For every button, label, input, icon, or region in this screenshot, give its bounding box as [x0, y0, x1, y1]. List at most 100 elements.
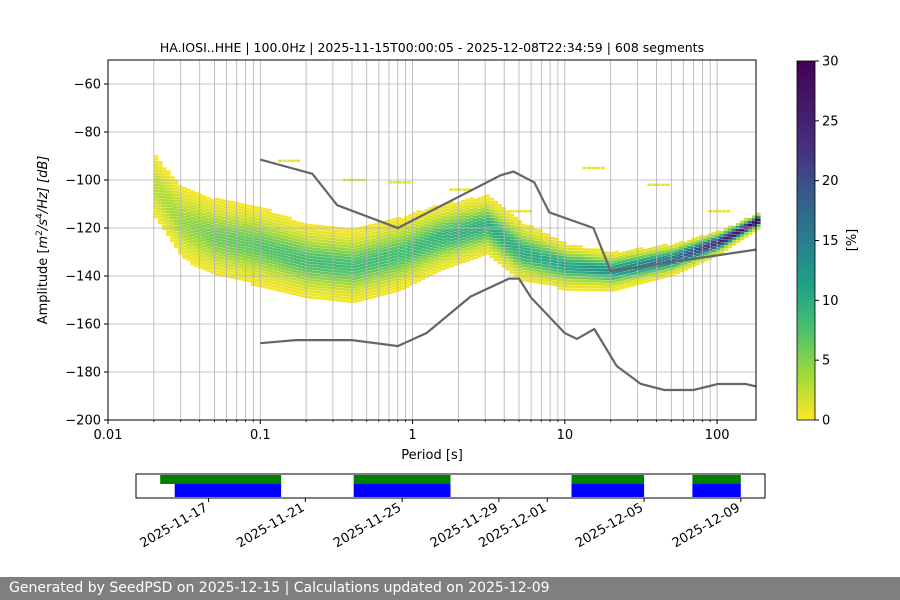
psd-cell: [566, 250, 571, 254]
psd-cell: [222, 225, 228, 229]
psd-cell: [428, 250, 434, 253]
psd-cell: [582, 253, 587, 257]
psd-cell: [501, 261, 506, 265]
psd-cell: [428, 261, 434, 265]
psd-cell: [226, 272, 232, 275]
psd-cell: [590, 271, 595, 274]
psd-cell: [618, 275, 624, 279]
psd-cell: [174, 179, 179, 182]
psd-cell: [529, 242, 535, 246]
psd-cell: [465, 244, 470, 248]
psd-cell: [626, 279, 632, 282]
psd-cell: [380, 229, 385, 233]
psd-cell: [327, 246, 333, 249]
psd-cell: [327, 231, 333, 235]
psd-cell: [493, 252, 498, 256]
psd-cell: [517, 260, 523, 263]
psd-cell: [440, 256, 446, 259]
psd-cell: [218, 221, 224, 225]
psd-cell: [444, 248, 450, 252]
psd-cell: [412, 266, 418, 270]
psd-cell: [359, 272, 365, 276]
psd-cell: [456, 227, 462, 230]
psd-cell: [465, 198, 470, 202]
psd-cell: [380, 287, 385, 291]
psd-cell: [380, 258, 385, 262]
psd-cell: [469, 214, 474, 218]
psd-cell: [469, 249, 474, 252]
psd-cell: [549, 277, 555, 280]
psd-cell: [489, 217, 494, 221]
psd-cell: [679, 240, 684, 244]
psd-cell: [254, 281, 260, 284]
psd-cell: [161, 210, 167, 213]
psd-cell: [238, 237, 244, 241]
psd-cell: [505, 213, 510, 216]
psd-cell: [359, 232, 365, 235]
psd-cell: [355, 276, 361, 280]
psd-cell: [456, 224, 462, 228]
psd-cell: [359, 264, 365, 267]
psd-cell: [368, 267, 373, 271]
psd-cell: [541, 232, 547, 236]
psd-cell: [558, 258, 563, 261]
psd-cell: [339, 236, 345, 239]
psd-cell: [752, 221, 757, 224]
psd-cell: [570, 276, 575, 280]
psd-cell: [622, 260, 628, 263]
psd-cell: [214, 212, 220, 215]
psd-cell: [315, 233, 321, 236]
psd-cell: [388, 271, 393, 274]
psd-cell: [157, 164, 163, 167]
psd-cell: [331, 272, 337, 276]
psd-cell: [440, 212, 446, 216]
availability-segments: [160, 475, 741, 497]
psd-cell: [675, 242, 680, 246]
psd-cell: [404, 216, 409, 219]
psd-cell: [416, 247, 422, 251]
psd-cell: [655, 268, 660, 272]
psd-cell: [582, 166, 587, 170]
psd-cell: [452, 237, 458, 240]
psd-cell: [214, 215, 220, 218]
psd-cell: [416, 224, 422, 228]
colorbar-tick-label: 0: [822, 414, 830, 429]
psd-cell: [739, 226, 745, 229]
psd-cell: [364, 254, 369, 257]
psd-cell: [299, 251, 304, 254]
psd-cell: [267, 283, 272, 287]
psd-cell: [214, 203, 220, 207]
psd-cell: [416, 250, 422, 254]
psd-cell: [553, 257, 559, 261]
psd-cell: [311, 261, 317, 265]
psd-cell: [509, 271, 515, 274]
psd-cell: [380, 273, 385, 276]
psd-cell: [186, 194, 191, 198]
psd-cell: [679, 261, 684, 264]
psd-cell: [238, 228, 244, 232]
psd-cell: [642, 257, 648, 261]
psd-cell: [719, 242, 725, 245]
psd-cell: [424, 235, 430, 238]
psd-cell: [509, 265, 515, 268]
psd-cell: [238, 257, 244, 261]
psd-cell: [174, 228, 179, 231]
psd-cell: [311, 250, 317, 253]
psd-cell: [299, 265, 304, 269]
psd-cell: [428, 227, 434, 230]
psd-cell: [263, 268, 268, 272]
psd-cell: [412, 212, 418, 215]
psd-cell: [275, 236, 280, 240]
psd-cell: [380, 250, 385, 253]
psd-cell: [735, 223, 741, 226]
psd-cell: [432, 219, 438, 223]
psd-cell: [392, 229, 397, 233]
psd-cell: [335, 235, 341, 239]
psd-cell: [408, 277, 413, 281]
psd-cell: [505, 236, 510, 239]
psd-cell: [206, 249, 211, 252]
psd-cell: [424, 223, 430, 227]
psd-cell: [210, 210, 215, 214]
psd-cell: [626, 270, 632, 274]
psd-cell: [416, 230, 422, 233]
